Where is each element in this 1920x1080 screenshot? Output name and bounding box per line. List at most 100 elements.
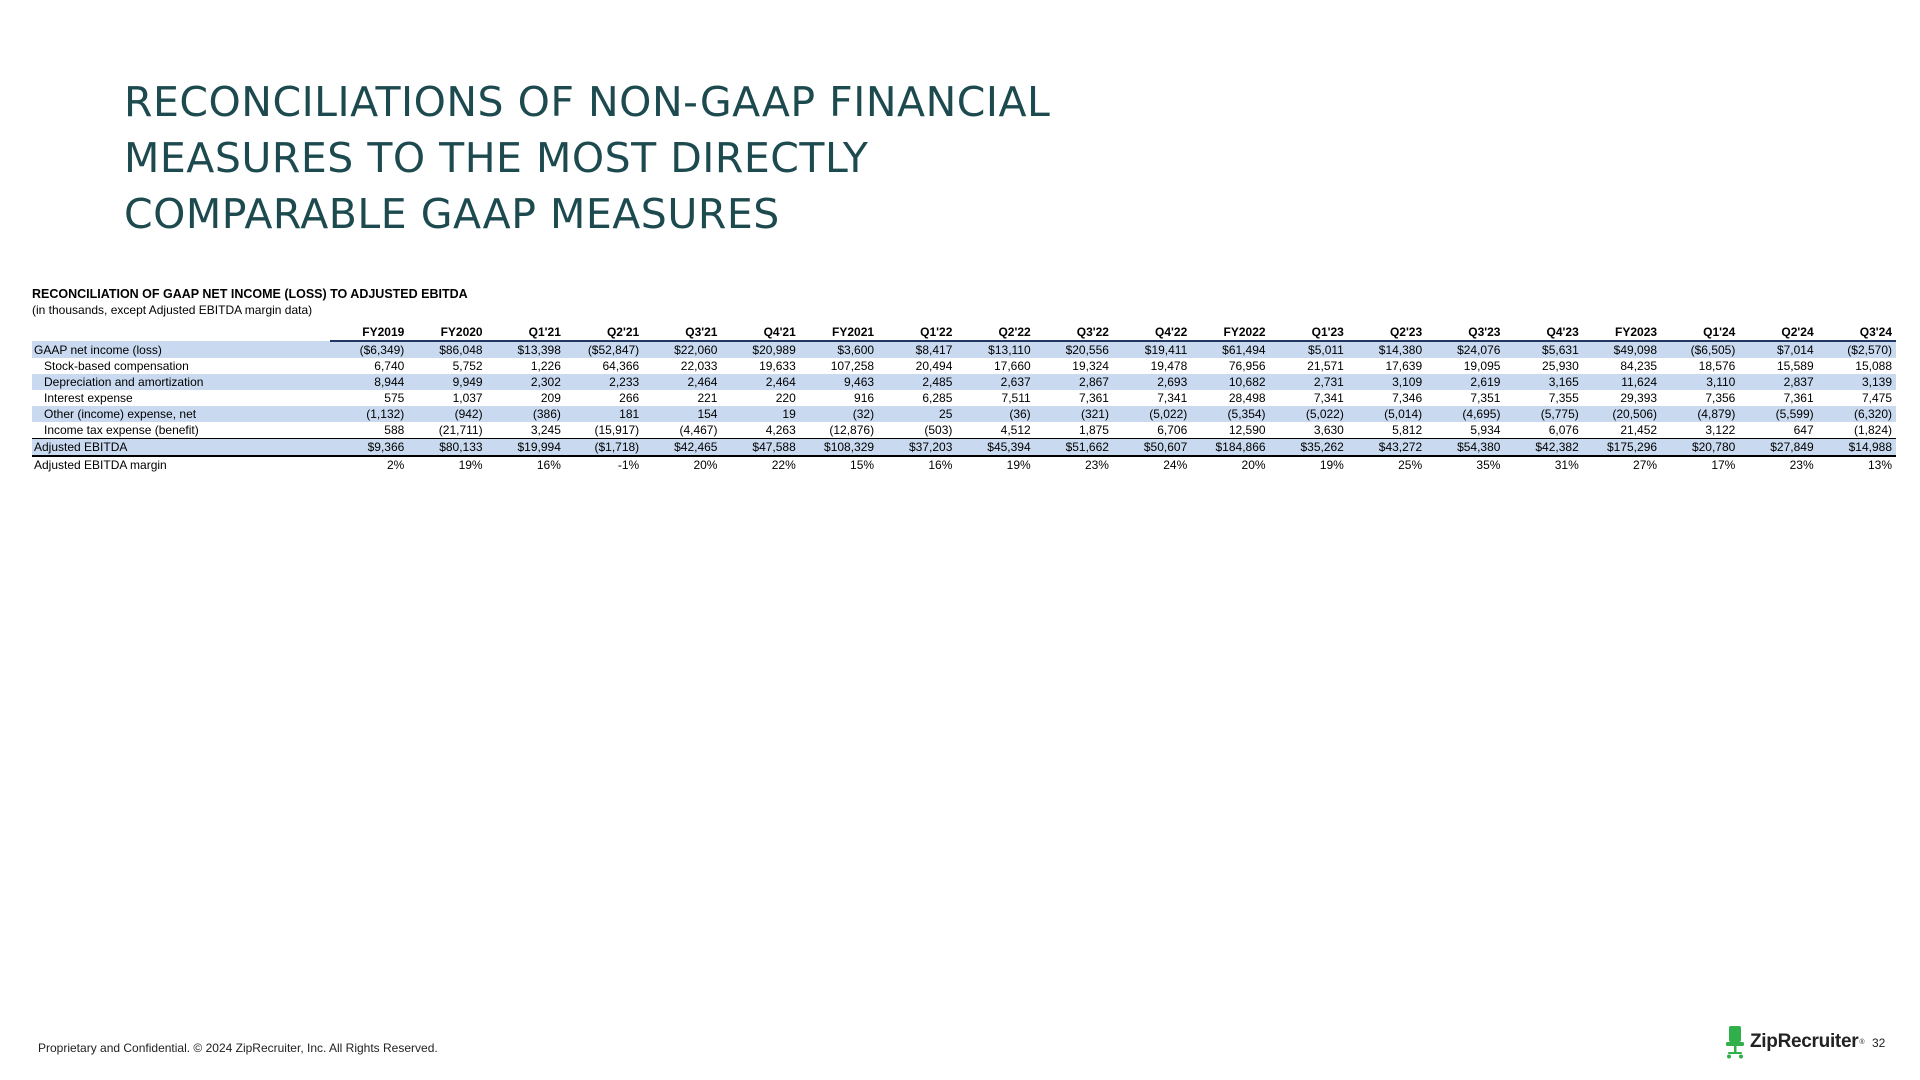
table-cell: 20% [693,458,718,472]
table-cell: (4,879) [1661,406,1740,422]
column-header: Q2'23 [1347,322,1427,342]
row-label: Adjusted EBITDA [32,438,330,457]
table-cell: 7,511 [1001,391,1031,405]
table-cell: 31% [1554,458,1579,472]
chair-icon [1726,1026,1744,1059]
table-cell: 21,452 [1620,423,1658,437]
column-header: Q2'21 [564,322,644,342]
title-line-1: RECONCILIATIONS OF NON-GAAP FINANCIAL [124,78,1051,126]
row-label: Interest expense [44,391,133,405]
table-cell: $51,662 [1034,438,1113,457]
table-cell: $49,098 [1582,341,1662,358]
table-cell: 19% [1006,458,1031,472]
table-cell: 7,341 [1313,391,1344,405]
table-cell: $35,262 [1269,438,1348,457]
column-header: Q1'21 [486,322,565,342]
table-cell: -1% [617,458,640,472]
table-cell: (1,824) [1853,423,1892,437]
column-header: Q3'24 [1817,322,1896,342]
reconciliation-section: RECONCILIATION OF GAAP NET INCOME (LOSS)… [32,286,1896,473]
table-cell: 9,949 [408,374,487,390]
table-cell: 3,110 [1661,374,1740,390]
table-cell: $19,411 [1112,341,1192,358]
table-cell: 19,095 [1463,359,1501,373]
table-cell: 221 [697,391,718,405]
table-heading: RECONCILIATION OF GAAP NET INCOME (LOSS)… [32,287,468,301]
table-cell: 19,633 [759,359,796,373]
table-cell: 2,464 [721,374,800,390]
table-cell: (321) [1034,406,1113,422]
table-cell: 16% [928,458,953,472]
table-cell: (5,599) [1739,406,1818,422]
row-label: GAAP net income (loss) [32,341,330,358]
table-cell: 3,630 [1313,423,1344,437]
table-cell: 18,576 [1698,359,1736,373]
table-row: Adjusted EBITDA $9,366 $80,133 $19,994 ($1,7… [32,438,1896,457]
table-cell: $175,296 [1582,438,1662,457]
table-row: GAAP net income (loss) ($6,349) $86,048 $13… [32,341,1896,358]
page-title: RECONCILIATIONS OF NON-GAAP FINANCIAL ME… [124,74,1224,242]
table-cell: 5,934 [1470,423,1501,437]
table-cell: 6,706 [1157,423,1188,437]
table-header-row: FY2019 FY2020 Q1'21 Q2'21 Q3'21 Q4'21 FY2021 Q1… [32,322,1896,342]
table-cell: 107,258 [830,359,875,373]
table-cell: 2,637 [956,374,1035,390]
table-cell: $7,014 [1739,341,1818,358]
table-cell: 8,944 [330,374,409,390]
table-cell: 84,235 [1620,359,1658,373]
column-header: FY2022 [1191,322,1270,342]
table-cell: 5,812 [1392,423,1423,437]
table-cell: 3,245 [530,423,561,437]
table-cell: 7,361 [1783,391,1814,405]
table-cell: $14,380 [1347,341,1427,358]
table-cell: 7,341 [1157,391,1188,405]
table-cell: 2,302 [486,374,565,390]
table-cell: 181 [564,406,644,422]
table-cell: 21,571 [1307,359,1344,373]
column-header: Q2'22 [956,322,1035,342]
row-label: Adjusted EBITDA margin [34,458,167,472]
table-cell: $61,494 [1191,341,1270,358]
table-cell: 1,226 [530,359,561,373]
table-row: Interest expense 575 1,037 209 266 221 220 916 6… [32,390,1896,406]
table-cell: 3,165 [1504,374,1583,390]
table-cell: 35% [1476,458,1501,472]
table-cell: 7,351 [1470,391,1501,405]
table-cell: 2,837 [1739,374,1818,390]
table-cell: 575 [384,391,405,405]
table-cell: 64,366 [602,359,640,373]
table-cell: 16% [536,458,561,472]
table-cell: $5,011 [1269,341,1348,358]
table-cell: ($2,570) [1817,341,1896,358]
table-cell: 6,076 [1548,423,1579,437]
column-header: Q1'23 [1269,322,1348,342]
table-cell: $24,076 [1426,341,1505,358]
table-cell: 588 [384,423,405,437]
table-cell: 2% [386,458,405,472]
table-cell: (5,014) [1347,406,1427,422]
column-header: Q1'24 [1661,322,1740,342]
table-cell: 2,485 [878,374,957,390]
table-cell: 19 [721,406,800,422]
table-cell: (32) [799,406,879,422]
table-cell: ($6,349) [330,341,409,358]
table-cell: 13% [1867,458,1892,472]
table-row: Adjusted EBITDA margin 2% 19% 16% -1% 20% 22% 1… [32,456,1896,473]
table-row: Other (income) expense, net (1,132) (942)(… [32,406,1896,422]
table-cell: $14,988 [1817,438,1896,457]
table-cell: 9,463 [799,374,879,390]
table-cell: 1,037 [452,391,483,405]
brand-trademark: ® [1859,1038,1865,1046]
table-cell: $13,398 [486,341,565,358]
table-cell: 3,139 [1817,374,1896,390]
table-cell: 6,740 [374,359,405,373]
column-header: FY2023 [1582,322,1662,342]
table-cell: $86,048 [408,341,487,358]
table-cell: 220 [775,391,796,405]
table-cell: (15,917) [594,423,640,437]
table-cell: 7,346 [1392,391,1423,405]
table-cell: 2,619 [1426,374,1505,390]
table-cell: (503) [924,423,953,437]
table-cell: 28,498 [1228,391,1266,405]
column-header: Q4'23 [1504,322,1583,342]
